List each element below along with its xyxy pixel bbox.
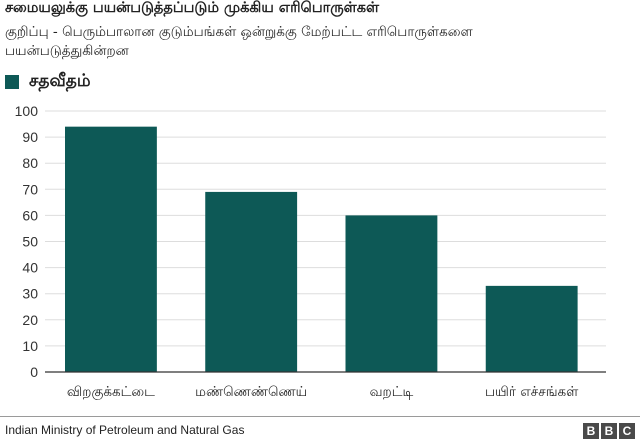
footer-divider: [0, 416, 640, 417]
bar-chart: 0 10 20 30 40 50 60 70 80 90 100 விறகுக்கட்டை மண்ணெண…: [15, 103, 606, 401]
y-tick-label: 70: [22, 181, 38, 197]
bbc-logo-letter: B: [583, 423, 599, 439]
bar: [485, 285, 578, 372]
y-tick-label: 100: [15, 103, 39, 119]
bar: [65, 126, 157, 372]
legend-label: சதவீதம்: [29, 71, 91, 91]
y-tick-label: 20: [22, 312, 38, 328]
y-tick-label: 40: [22, 260, 38, 276]
x-tick-label: பயிர் எச்சங்கள்: [485, 384, 579, 400]
legend-swatch: [5, 75, 19, 89]
y-tick-label: 80: [22, 155, 38, 171]
bar: [205, 191, 298, 372]
x-tick-label: விறகுக்கட்டை: [67, 384, 155, 401]
y-tick-label: 10: [22, 338, 38, 354]
bbc-logo-letter: B: [601, 423, 617, 439]
legend: சதவீதம்: [5, 71, 91, 92]
y-tick-label: 30: [22, 286, 38, 302]
y-tick-label: 60: [22, 207, 38, 223]
x-tick-label: வறட்டி: [370, 384, 414, 400]
source-text: Indian Ministry of Petroleum and Natural…: [5, 423, 245, 437]
y-tick-label: 90: [22, 129, 38, 145]
bar: [345, 215, 438, 372]
chart-note: குறிப்பு - பெரும்பாலான குடும்பங்கள் ஒன்ற…: [5, 24, 473, 59]
x-tick-label: மண்ணெண்ணெய்: [195, 384, 307, 400]
chart-title: சமையலுக்கு பயன்படுத்தப்படும் முக்கிய எரி…: [5, 0, 380, 16]
bbc-logo: B B C: [583, 423, 635, 439]
y-tick-label: 0: [30, 364, 38, 380]
bbc-logo-letter: C: [619, 423, 635, 439]
y-tick-label: 50: [22, 234, 38, 250]
